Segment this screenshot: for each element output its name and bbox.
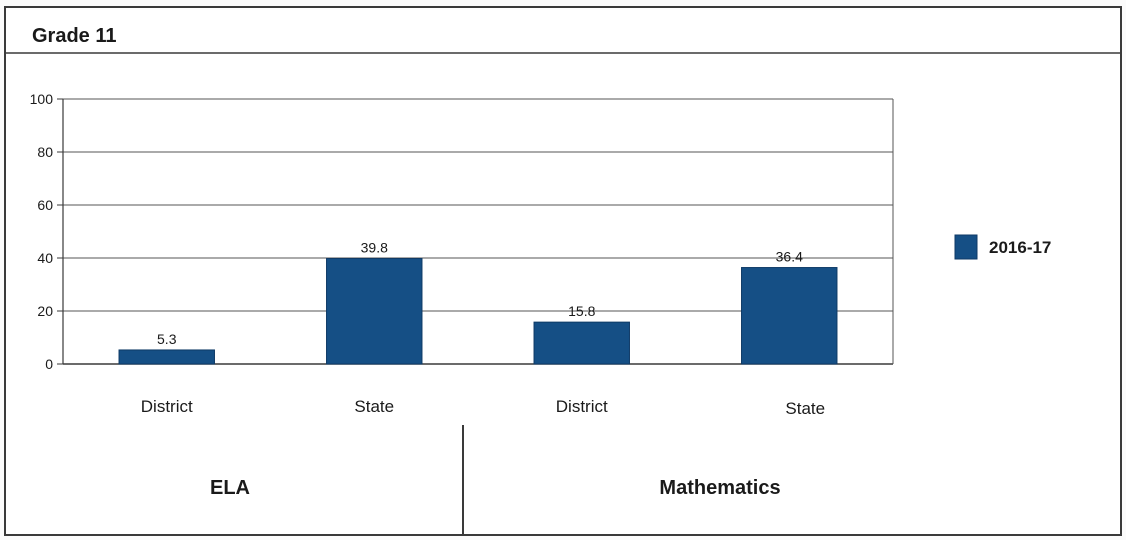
bar	[326, 258, 423, 365]
bar	[118, 349, 215, 365]
chart-border	[4, 6, 1122, 536]
bar	[741, 267, 838, 365]
bars	[118, 258, 838, 365]
group-labels: ELA Mathematics	[210, 477, 781, 499]
legend: 2016-17	[954, 234, 1051, 260]
group-label: Mathematics	[659, 477, 780, 499]
category-label: State	[785, 399, 825, 418]
data-label: 5.3	[157, 331, 177, 347]
y-tick-label: 60	[37, 197, 53, 213]
chart-title: Grade 11	[32, 25, 117, 47]
category-label: State	[354, 397, 394, 416]
legend-label: 2016-17	[989, 238, 1051, 257]
data-label: 39.8	[361, 240, 388, 256]
y-tick-label: 80	[37, 144, 53, 160]
y-tick-label: 20	[37, 303, 53, 319]
data-label: 36.4	[776, 249, 803, 265]
y-tick-label: 100	[30, 91, 54, 107]
y-tick-label: 0	[45, 356, 53, 372]
data-label: 15.8	[568, 303, 595, 319]
y-tick-label: 40	[37, 250, 53, 266]
category-label: District	[556, 397, 608, 416]
x-axis-category-labels: District State District State	[141, 397, 825, 418]
legend-swatch	[954, 234, 978, 260]
group-label: ELA	[210, 477, 250, 499]
bar	[533, 321, 630, 365]
y-axis-tick-labels: 0 20 40 60 80 100	[30, 91, 54, 372]
data-labels: 5.3 39.8 15.8 36.4	[157, 240, 803, 347]
category-label: District	[141, 397, 193, 416]
